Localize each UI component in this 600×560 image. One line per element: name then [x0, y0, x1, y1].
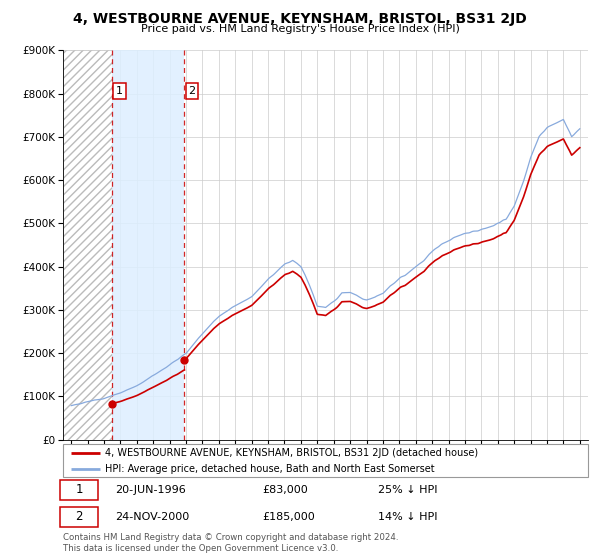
Text: 1: 1	[116, 86, 123, 96]
Text: 4, WESTBOURNE AVENUE, KEYNSHAM, BRISTOL, BS31 2JD: 4, WESTBOURNE AVENUE, KEYNSHAM, BRISTOL,…	[73, 12, 527, 26]
FancyBboxPatch shape	[61, 480, 98, 500]
Text: 20-JUN-1996: 20-JUN-1996	[115, 485, 186, 495]
Text: 14% ↓ HPI: 14% ↓ HPI	[378, 512, 437, 521]
Text: £185,000: £185,000	[263, 512, 315, 521]
Text: 4, WESTBOURNE AVENUE, KEYNSHAM, BRISTOL, BS31 2JD (detached house): 4, WESTBOURNE AVENUE, KEYNSHAM, BRISTOL,…	[105, 447, 478, 458]
Text: Contains HM Land Registry data © Crown copyright and database right 2024.
This d: Contains HM Land Registry data © Crown c…	[63, 533, 398, 553]
FancyBboxPatch shape	[61, 506, 98, 526]
Text: £83,000: £83,000	[263, 485, 308, 495]
Text: HPI: Average price, detached house, Bath and North East Somerset: HPI: Average price, detached house, Bath…	[105, 464, 434, 474]
Text: 2: 2	[76, 510, 83, 523]
Text: 24-NOV-2000: 24-NOV-2000	[115, 512, 190, 521]
Text: Price paid vs. HM Land Registry's House Price Index (HPI): Price paid vs. HM Land Registry's House …	[140, 24, 460, 34]
Text: 2: 2	[188, 86, 196, 96]
Text: 25% ↓ HPI: 25% ↓ HPI	[378, 485, 437, 495]
Text: 1: 1	[76, 483, 83, 496]
